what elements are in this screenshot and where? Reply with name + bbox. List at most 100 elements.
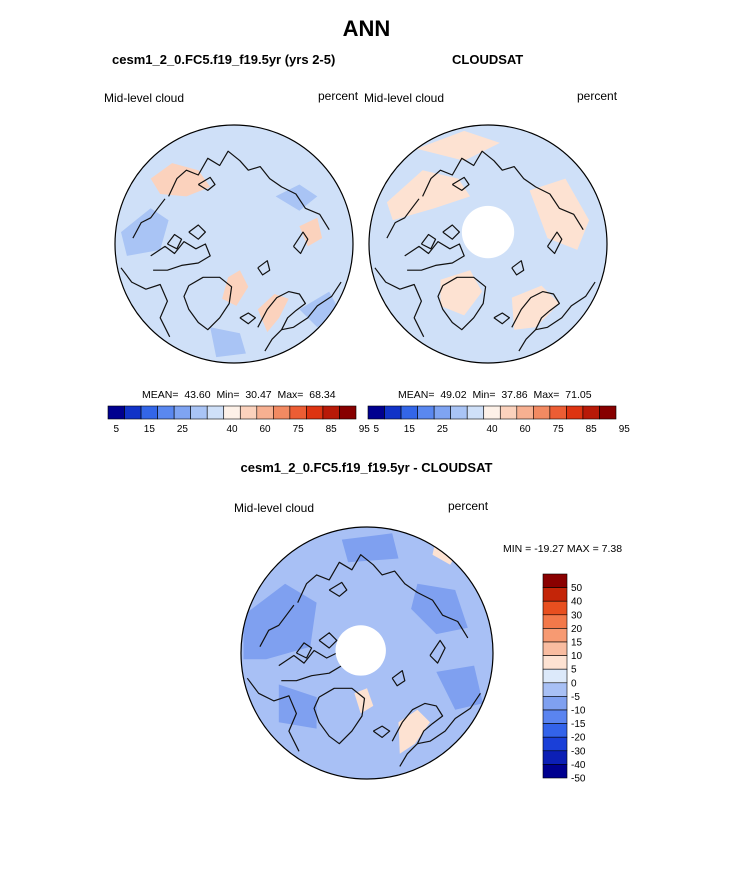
diff-colorbar-box-1 [542,587,568,602]
diff-colorbar-box-6 [542,655,568,670]
obs-colorbar-box-8 [499,405,518,420]
diff-colorbar-tick-label: -15 [571,719,586,730]
obs-colorbar-box-1 [384,405,402,420]
obs-colorbar-tick-label: 95 [619,424,631,435]
diff-map-coastline-8 [246,677,300,752]
diff-max-value: 7.38 [601,543,623,555]
model-colorbar-tick-label: 25 [177,424,189,435]
model-map-coastline-8 [120,267,171,338]
model-colorbar-box-6 [206,405,225,420]
obs-colorbar-box-4 [433,405,451,420]
model-map-coastline-0 [168,150,330,231]
diff-colorbar-box-10 [542,709,568,724]
obs-colorbar-box-5 [450,405,468,420]
obs-colorbar-box-0 [367,405,385,420]
obs-max-value: 71.05 [565,389,592,401]
diff-colorbar-box-11 [542,723,568,738]
model-mean-label: MEAN= [142,389,179,401]
obs-map-coastline-12 [547,231,563,255]
obs-colorbar-box-2 [400,405,418,420]
diff-min-value: -19.27 [534,543,564,555]
diff-colorbar-box-8 [542,682,568,697]
model-colorbar-box-4 [173,405,191,420]
obs-map-coastline-2 [511,291,560,352]
model-colorbar-box-8 [239,405,258,420]
diff-variable-label: Mid-level cloud [234,501,315,515]
diff-map-coastline-7 [318,632,338,649]
diff-map [240,526,494,780]
model-max-value: 68.34 [309,389,336,401]
obs-map-coastline-6 [420,233,437,250]
obs-map-field [369,125,607,363]
obs-colorbar-box-14 [599,405,617,420]
diff-colorbar-box-3 [542,614,568,629]
diff-map-coastline-11 [391,670,406,687]
diff-colorbar-tick-label: -20 [571,733,586,744]
obs-map-coastline-11 [511,260,525,276]
obs-colorbar: 5 15 25 40 60 75 85 95 [367,405,631,435]
obs-stats: MEAN= 49.02 Min= 37.86 Max= 71.05 [398,389,592,401]
obs-colorbar-box-3 [417,405,435,420]
diff-map-coastline-6 [295,642,313,659]
diff-map-coastline-12 [429,639,446,664]
model-map-coastline-1 [197,176,216,191]
model-mean-value: 43.60 [184,389,211,401]
model-colorbar: 5 15 25 40 60 75 85 95 [107,405,370,435]
obs-map-warm-region-1 [529,178,590,250]
obs-units-label: percent [577,89,618,103]
model-map-warm-region-3 [299,217,323,247]
diff-map-border [240,526,494,780]
obs-map-coastline-8 [374,267,425,338]
obs-map-coastline-0 [422,150,584,231]
model-colorbar-box-9 [256,405,274,420]
diff-map-missing-pole [335,625,386,676]
model-colorbar-box-13 [322,405,340,420]
diff-max-label: MAX = [566,543,599,555]
diff-colorbar-tick-label: 40 [571,597,583,608]
model-colorbar-box-0 [107,405,125,420]
diff-colorbar-tick-label: -10 [571,706,586,717]
diff-colorbar-tick-label: -5 [571,692,580,703]
obs-colorbar-tick-label: 40 [486,424,498,435]
model-map-coastline-2 [257,291,306,352]
obs-colorbar-box-7 [483,405,501,420]
diff-stats: MIN = -19.27 MAX = 7.38 [503,543,622,555]
model-colorbar-tick-label: 5 [113,424,119,435]
diff-map-coastline-10 [372,725,391,738]
model-map-cool-region-1 [275,184,318,211]
diff-map-cool-region-2 [436,665,483,710]
model-map-border [114,124,354,364]
model-map-cool-region-0 [121,208,169,256]
obs-map-coastline-3 [535,281,596,331]
diff-min-label: MIN = [503,543,532,555]
obs-map-coastline-7 [442,224,460,240]
model-map-cool-region-2 [299,291,339,328]
model-units-label: percent [318,89,359,103]
model-map-warm-region-2 [257,294,289,333]
obs-colorbar-tick-label: 85 [586,424,598,435]
model-colorbar-box-10 [273,405,291,420]
diff-map-cool-region-4 [341,533,399,563]
model-map-warm-region-0 [150,163,211,197]
obs-map-missing-pole [461,205,515,259]
diff-colorbar-tick-label: 0 [571,678,577,689]
obs-colorbar-tick-label: 75 [553,424,565,435]
model-map-warm-region-1 [222,270,249,306]
model-colorbar-box-7 [223,405,241,420]
obs-min-value: 37.86 [501,389,528,401]
diff-map-coastline-1 [328,581,348,597]
obs-map-coastline-4 [437,276,487,331]
obs-map-warm-region-3 [511,285,560,330]
model-map-coastline-4 [183,276,233,331]
obs-colorbar-box-10 [533,405,551,420]
diff-map-warm-region-0 [398,709,430,754]
diff-colorbar-box-2 [542,600,568,616]
model-map-coastline-6 [166,233,183,250]
figure-title: ANN [342,16,391,41]
diff-colorbar-tick-label: 50 [571,583,583,594]
obs-max-label: Max= [533,389,560,401]
model-map-coastline-5 [150,241,211,271]
obs-colorbar-tick-label: 15 [404,424,416,435]
